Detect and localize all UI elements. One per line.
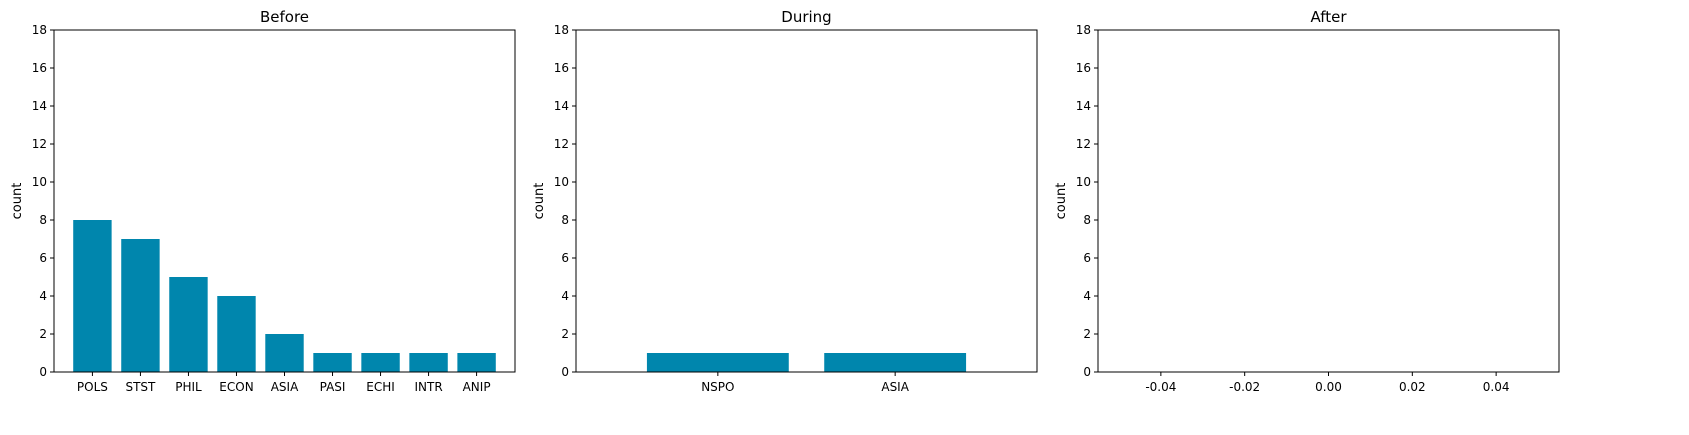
y-tick-label: 8 <box>39 213 47 227</box>
bar-pasi <box>313 353 352 372</box>
x-tick-label: ASIA <box>881 380 909 394</box>
x-tick-label: INTR <box>414 380 442 394</box>
y-tick-label: 2 <box>561 327 569 341</box>
bar-nspo <box>646 353 789 372</box>
y-tick-label: 6 <box>561 251 569 265</box>
x-tick-label: -0.02 <box>1229 380 1260 394</box>
y-tick-label: 18 <box>1076 23 1091 37</box>
y-tick-label: 4 <box>39 289 47 303</box>
y-tick-label: 6 <box>1083 251 1091 265</box>
y-tick-label: 4 <box>1083 289 1091 303</box>
y-tick-label: 18 <box>32 23 47 37</box>
bar-pols <box>73 220 112 372</box>
x-tick-label: ECHI <box>366 380 395 394</box>
bar-econ <box>217 296 256 372</box>
panel-after: -0.04 -0.02 0.00 0.02 0.04 0 2 4 6 8 10 12 14 16 18 Aft… <box>1054 8 1560 394</box>
y-tick-label: 0 <box>1083 365 1091 379</box>
y-tick-label: 6 <box>39 251 47 265</box>
y-tick-label: 10 <box>554 175 569 189</box>
y-axis-label: count <box>532 183 547 220</box>
x-tick-label: NSPO <box>701 380 734 394</box>
x-tick-label: ANIP <box>463 380 491 394</box>
chart-title: During <box>781 8 831 26</box>
y-tick-label: 8 <box>561 213 569 227</box>
x-tick-label: 0.04 <box>1483 380 1510 394</box>
y-axis-label: count <box>1054 183 1069 220</box>
x-tick-label: ASIA <box>271 380 299 394</box>
y-tick-label: 10 <box>32 175 47 189</box>
x-tick-label: 0.00 <box>1315 380 1342 394</box>
y-tick-label: 10 <box>1076 175 1091 189</box>
axes-frame <box>575 29 1038 373</box>
y-tick-label: 16 <box>32 61 47 75</box>
bar-phil <box>169 277 208 372</box>
x-tick-label: 0.02 <box>1399 380 1426 394</box>
y-tick-label: 4 <box>561 289 569 303</box>
y-tick-label: 2 <box>1083 327 1091 341</box>
y-tick-label: 12 <box>32 137 47 151</box>
x-tick-label: ECON <box>219 380 253 394</box>
y-tick-label: 8 <box>1083 213 1091 227</box>
y-tick-label: 0 <box>39 365 47 379</box>
y-tick-label: 16 <box>554 61 569 75</box>
x-tick-label: STST <box>125 380 156 394</box>
x-tick-label: PHIL <box>175 380 202 394</box>
y-tick-label: 12 <box>554 137 569 151</box>
panel-during: NSPO ASIA 0 2 4 6 8 10 12 14 16 18 During count <box>532 8 1038 394</box>
x-tick-label: PASI <box>320 380 346 394</box>
y-tick-label: 2 <box>39 327 47 341</box>
panel-before: POLS STST PHIL ECON ASIA PASI ECHI INTR ANIP 0 2 4 6… <box>10 8 516 394</box>
bar-echi <box>361 353 400 372</box>
bar-intr <box>409 353 448 372</box>
x-tick-label: -0.04 <box>1145 380 1176 394</box>
chart-title: After <box>1310 8 1347 26</box>
bar-asia <box>824 353 967 372</box>
axes-frame <box>1097 29 1560 373</box>
axes-frame <box>53 29 516 373</box>
y-tick-label: 0 <box>561 365 569 379</box>
y-tick-label: 14 <box>1076 99 1091 113</box>
y-tick-label: 14 <box>32 99 47 113</box>
y-tick-label: 14 <box>554 99 569 113</box>
y-tick-label: 12 <box>1076 137 1091 151</box>
y-axis-label: count <box>10 183 25 220</box>
x-tick-label: POLS <box>77 380 108 394</box>
chart-title: Before <box>260 8 309 26</box>
y-tick-label: 18 <box>554 23 569 37</box>
bar-anip <box>457 353 496 372</box>
bar-stst <box>121 239 160 372</box>
y-tick-label: 16 <box>1076 61 1091 75</box>
bar-asia <box>265 334 304 372</box>
